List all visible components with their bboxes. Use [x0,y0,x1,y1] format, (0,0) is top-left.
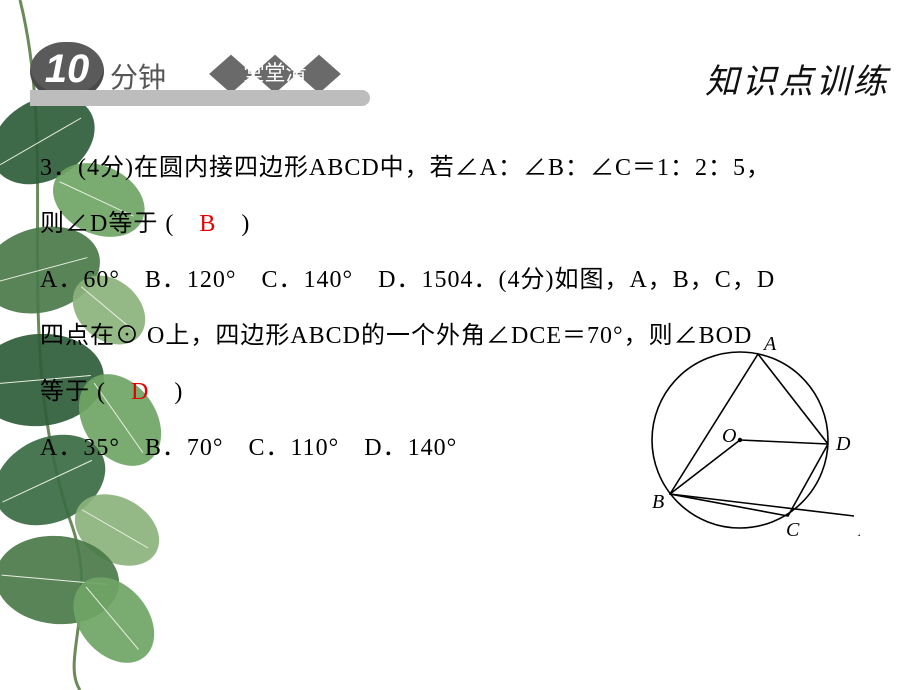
header-title: 知识点训练 [705,54,890,103]
q3-answer: B [199,211,216,237]
header-strip [30,90,370,106]
circle-diagram: A D C B O E [630,330,860,540]
q4-answer: D [131,379,149,405]
svg-text:O: O [722,425,736,447]
q4-stem: 等于 ( [40,379,131,405]
svg-text:E: E [857,519,860,540]
svg-text:堂堂清: 堂堂清 [243,61,306,85]
q4-close: ) [149,379,183,405]
q3-line1: 3．(4分)在圆内接四边形ABCD中，若∠A：∠B：∠C＝1：2：5， [40,140,880,196]
q3-stem: 则∠D等于 ( [40,211,199,237]
q3-options-line: A．60° B．120° C．140° D．1504．(4分)如图，A，B，C，… [40,252,880,308]
svg-text:D: D [835,433,851,455]
q3-close: ) [216,211,250,237]
q3-line2: 则∠D等于 ( B ) [40,196,880,252]
q4-inline: 4．(4分)如图，A，B，C，D [460,267,775,293]
svg-text:A: A [762,333,777,355]
svg-text:C: C [786,519,800,540]
slide-header: 10 分钟 堂堂清 知识点训练 [30,48,890,104]
svg-text:B: B [652,491,664,513]
q3-options: A．60° B．120° C．140° D．150 [40,267,460,293]
